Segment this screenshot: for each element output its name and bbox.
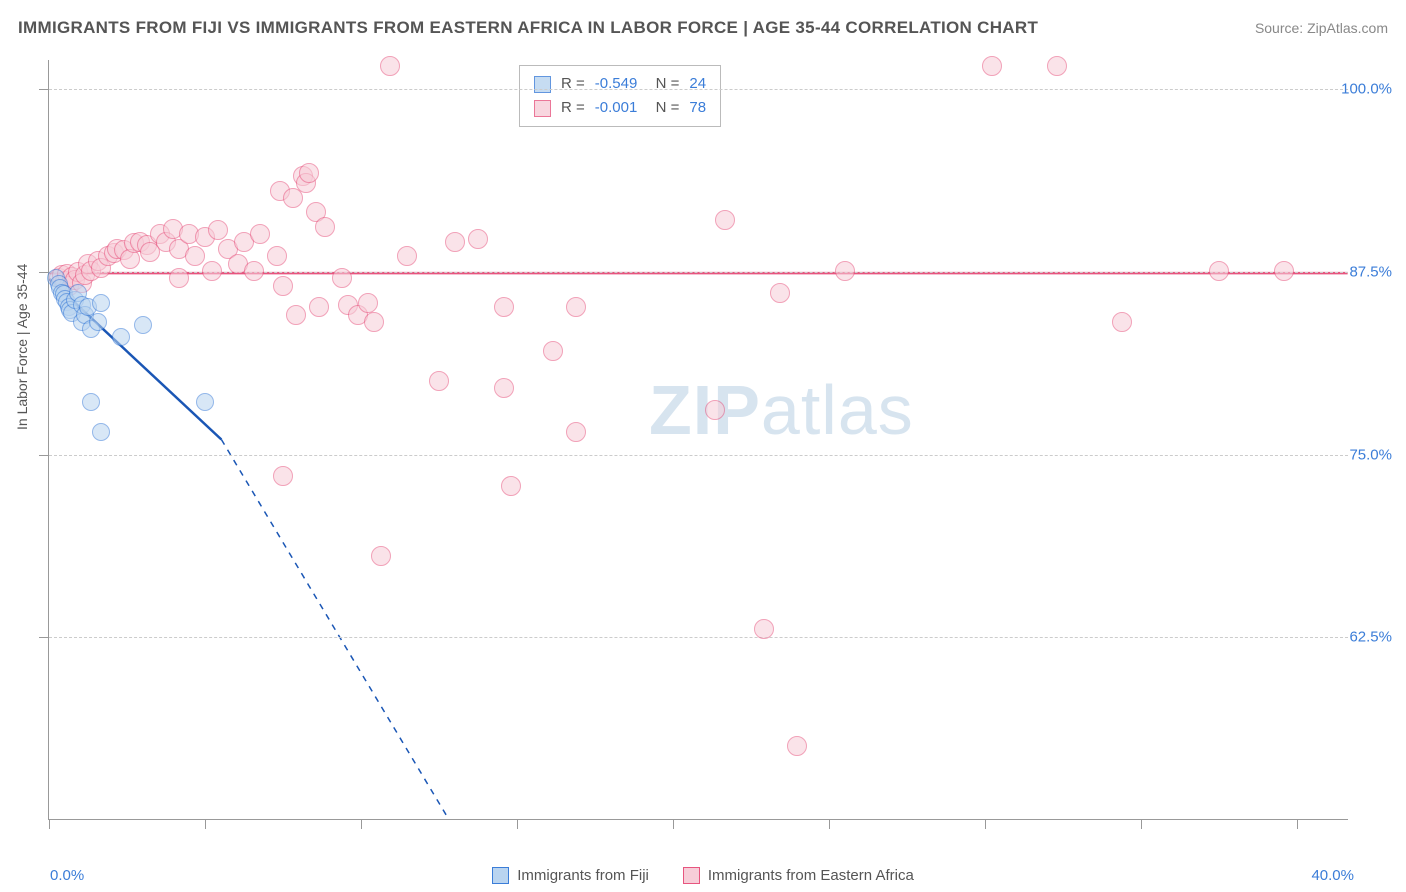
data-point-eafrica xyxy=(202,261,222,281)
chart-header: IMMIGRANTS FROM FIJI VS IMMIGRANTS FROM … xyxy=(18,18,1388,38)
legend-label-fiji: Immigrants from Fiji xyxy=(517,867,649,884)
data-point-eafrica xyxy=(309,297,329,317)
correlation-stats-box: R = -0.549 N = 24R = -0.001 N = 78 xyxy=(519,65,721,127)
data-point-eafrica xyxy=(250,224,270,244)
x-tick xyxy=(673,819,674,829)
stats-label-r: R = xyxy=(561,96,585,120)
watermark-light: atlas xyxy=(761,371,914,449)
data-point-eafrica xyxy=(715,210,735,230)
y-tick-label: 75.0% xyxy=(1349,446,1392,463)
stats-swatch xyxy=(534,100,551,117)
data-point-eafrica xyxy=(380,56,400,76)
data-point-eafrica xyxy=(1274,261,1294,281)
x-tick xyxy=(517,819,518,829)
stats-value-r: -0.549 xyxy=(595,72,638,96)
data-point-eafrica xyxy=(787,736,807,756)
legend-swatch-fiji xyxy=(492,867,509,884)
data-point-eafrica xyxy=(244,261,264,281)
data-point-eafrica xyxy=(273,466,293,486)
stats-label-n: N = xyxy=(647,96,679,120)
data-point-eafrica xyxy=(286,305,306,325)
data-point-eafrica xyxy=(364,312,384,332)
data-point-eafrica xyxy=(501,476,521,496)
data-point-eafrica xyxy=(543,341,563,361)
trend-lines-layer xyxy=(49,60,1348,819)
legend-label-eafrica: Immigrants from Eastern Africa xyxy=(708,867,914,884)
data-point-eafrica xyxy=(835,261,855,281)
data-point-eafrica xyxy=(566,297,586,317)
data-point-eafrica xyxy=(445,232,465,252)
y-tick-label: 87.5% xyxy=(1349,263,1392,280)
data-point-eafrica xyxy=(494,297,514,317)
data-point-eafrica xyxy=(185,246,205,266)
gridline xyxy=(49,455,1348,456)
data-point-eafrica xyxy=(429,371,449,391)
scatter-chart: ZIPatlas R = -0.549 N = 24R = -0.001 N =… xyxy=(48,60,1348,820)
legend: Immigrants from Fiji Immigrants from Eas… xyxy=(0,867,1406,884)
y-tick-label: 62.5% xyxy=(1349,629,1392,646)
data-point-eafrica xyxy=(397,246,417,266)
data-point-fiji xyxy=(82,393,100,411)
data-point-eafrica xyxy=(1047,56,1067,76)
data-point-eafrica xyxy=(705,400,725,420)
stats-value-n: 24 xyxy=(689,72,706,96)
data-point-eafrica xyxy=(1112,312,1132,332)
data-point-eafrica xyxy=(267,246,287,266)
data-point-eafrica xyxy=(770,283,790,303)
data-point-fiji xyxy=(112,328,130,346)
data-point-eafrica xyxy=(754,619,774,639)
legend-item-eafrica: Immigrants from Eastern Africa xyxy=(683,867,914,884)
x-tick xyxy=(985,819,986,829)
gridline xyxy=(49,89,1348,90)
source-attribution: Source: ZipAtlas.com xyxy=(1255,20,1388,36)
data-point-eafrica xyxy=(169,268,189,288)
x-tick xyxy=(1141,819,1142,829)
data-point-fiji xyxy=(134,316,152,334)
data-point-eafrica xyxy=(273,276,293,296)
source-name: ZipAtlas.com xyxy=(1307,20,1388,36)
data-point-fiji xyxy=(89,313,107,331)
data-point-eafrica xyxy=(371,546,391,566)
x-tick xyxy=(829,819,830,829)
stats-value-r: -0.001 xyxy=(595,96,638,120)
source-prefix: Source: xyxy=(1255,20,1307,36)
watermark: ZIPatlas xyxy=(649,370,914,450)
x-tick xyxy=(49,819,50,829)
data-point-eafrica xyxy=(315,217,335,237)
legend-item-fiji: Immigrants from Fiji xyxy=(492,867,649,884)
data-point-eafrica xyxy=(358,293,378,313)
data-point-eafrica xyxy=(468,229,488,249)
data-point-eafrica xyxy=(566,422,586,442)
data-point-eafrica xyxy=(982,56,1002,76)
data-point-fiji xyxy=(92,294,110,312)
stats-label-r: R = xyxy=(561,72,585,96)
stats-value-n: 78 xyxy=(689,96,706,120)
y-tick-label: 100.0% xyxy=(1341,81,1392,98)
x-tick xyxy=(205,819,206,829)
chart-title: IMMIGRANTS FROM FIJI VS IMMIGRANTS FROM … xyxy=(18,18,1038,38)
data-point-eafrica xyxy=(1209,261,1229,281)
y-axis-label: In Labor Force | Age 35-44 xyxy=(14,264,30,430)
data-point-fiji xyxy=(196,393,214,411)
y-tick xyxy=(39,637,49,638)
data-point-eafrica xyxy=(299,163,319,183)
data-point-eafrica xyxy=(332,268,352,288)
stats-row: R = -0.549 N = 24 xyxy=(534,72,706,96)
y-tick xyxy=(39,455,49,456)
y-tick xyxy=(39,89,49,90)
data-point-fiji xyxy=(92,423,110,441)
gridline xyxy=(49,637,1348,638)
stats-row: R = -0.001 N = 78 xyxy=(534,96,706,120)
legend-swatch-eafrica xyxy=(683,867,700,884)
x-tick xyxy=(361,819,362,829)
data-point-eafrica xyxy=(208,220,228,240)
stats-label-n: N = xyxy=(647,72,679,96)
x-tick xyxy=(1297,819,1298,829)
data-point-eafrica xyxy=(494,378,514,398)
